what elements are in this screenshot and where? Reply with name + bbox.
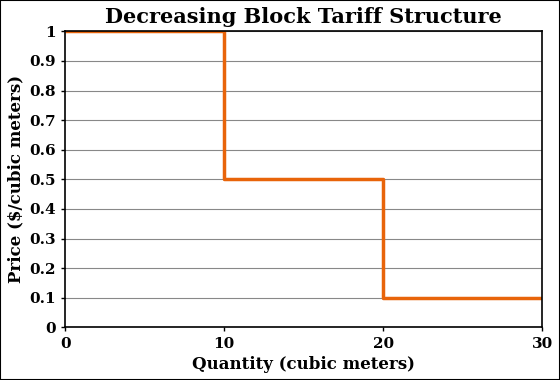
Y-axis label: Price ($/cubic meters): Price ($/cubic meters)	[7, 75, 24, 283]
Title: Decreasing Block Tariff Structure: Decreasing Block Tariff Structure	[105, 7, 502, 27]
X-axis label: Quantity (cubic meters): Quantity (cubic meters)	[192, 356, 416, 373]
